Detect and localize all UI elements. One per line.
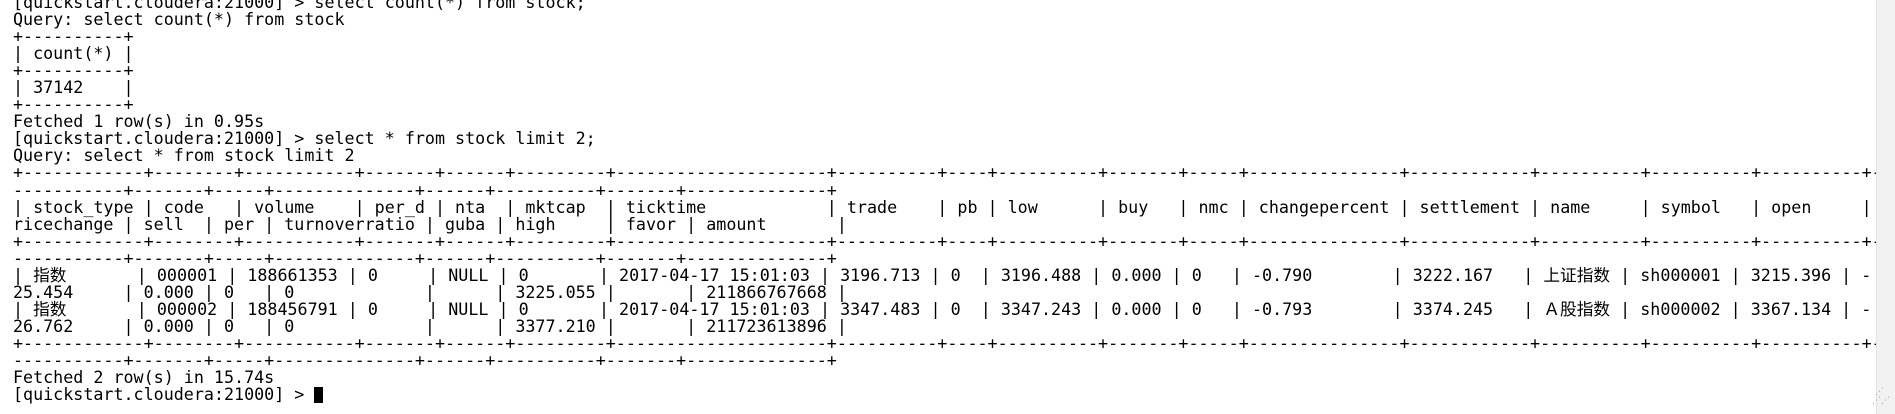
command-prompt[interactable]: [quickstart.cloudera:21000] > [13, 384, 314, 404]
text-cursor [314, 387, 323, 403]
resize-grip-icon[interactable]: ⋰ ⋰⋰ [1869, 388, 1890, 406]
vertical-scrollbar[interactable]: ⋰ ⋰⋰ [1876, 0, 1895, 414]
terminal-output: [quickstart.cloudera:21000] > select cou… [13, 0, 1876, 403]
